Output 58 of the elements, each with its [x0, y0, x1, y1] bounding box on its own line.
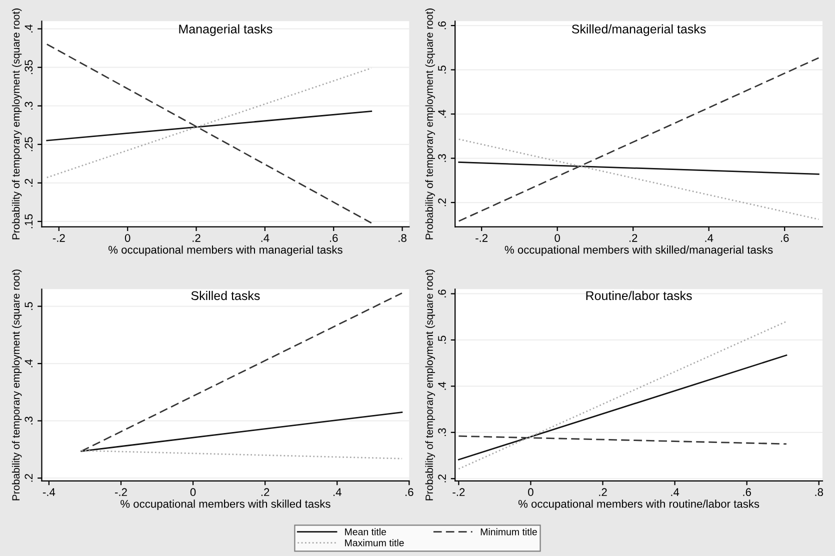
x-axis-title: % occupational members with managerial tasks	[108, 246, 342, 256]
x-tick-label: .2	[261, 488, 270, 496]
x-axis-title: % occupational members with skilled tasks	[120, 500, 330, 510]
y-tick-label: .5	[438, 66, 446, 74]
y-tick-label: .6	[438, 21, 446, 30]
x-tick-label: -.2	[52, 234, 65, 242]
x-tick-label: .6	[780, 234, 789, 242]
y-tick-label: .25	[24, 137, 33, 152]
x-tick-label: .4	[333, 488, 342, 496]
x-tick-label: -.2	[476, 234, 488, 242]
x-tick-label: -.2	[115, 488, 127, 496]
y-tick-label: .4	[438, 382, 446, 390]
x-tick-label: 0	[124, 234, 130, 242]
y-tick-label: .3	[24, 102, 33, 110]
x-axis-title: % occupational members with routine/labor tasks	[518, 500, 760, 510]
chart-title: Managerial tasks	[179, 24, 272, 36]
x-tick-label: .4	[705, 234, 714, 242]
x-tick-label: 0	[554, 234, 560, 242]
x-tick-label: .2	[629, 234, 638, 242]
x-tick-label: .8	[815, 488, 824, 496]
y-tick-label: .5	[24, 302, 33, 310]
y-tick-label: .2	[24, 178, 32, 187]
x-tick-label: .4	[261, 234, 270, 242]
y-tick-label: .15	[24, 214, 33, 228]
y-axis-title: Probability of temporary employment (square root)	[12, 8, 22, 240]
x-tick-label: .6	[743, 488, 751, 496]
y-axis-title: Probability of temporary employment (square root)	[425, 270, 435, 500]
x-tick-label: -.2	[452, 488, 465, 496]
x-tick-label: 0	[528, 488, 534, 496]
x-axis-title: % occupational members with skilled/managerial tasks	[504, 246, 773, 256]
y-tick-label: .2	[438, 198, 446, 206]
chart-title: Skilled tasks	[191, 290, 260, 300]
y-axis-title: Probability of temporary employment (square root)	[12, 270, 22, 500]
x-tick-label: 0	[190, 488, 196, 496]
y-tick-label: .35	[24, 60, 33, 74]
x-tick-label: .6	[330, 234, 338, 242]
y-tick-label: .4	[24, 24, 32, 32]
legend-label: Mean title	[345, 528, 386, 536]
y-tick-label: .6	[438, 290, 446, 298]
y-tick-label: .4	[438, 110, 446, 118]
x-tick-label: .8	[398, 234, 406, 242]
y-tick-label: .2	[438, 474, 446, 482]
chart-title: Routine/labor tasks	[586, 290, 692, 300]
chart-title: Skilled/managerial tasks	[572, 24, 706, 36]
x-tick-label: .2	[192, 234, 200, 242]
y-tick-label: .4	[24, 359, 32, 368]
y-tick-label: .3	[438, 154, 446, 162]
x-tick-label: .2	[599, 488, 607, 496]
x-tick-label: .6	[406, 488, 414, 496]
y-tick-label: .2	[24, 474, 32, 482]
y-tick-label: .5	[438, 336, 446, 344]
y-tick-label: .3	[438, 428, 446, 436]
x-tick-label: -.4	[42, 488, 56, 496]
legend-label: Maximum title	[345, 539, 404, 546]
y-tick-label: .3	[24, 416, 33, 424]
y-axis-title: Probability of temporary employment (square root)	[425, 8, 435, 240]
x-tick-label: .4	[671, 488, 680, 496]
legend-label: Minimum title	[480, 528, 537, 536]
